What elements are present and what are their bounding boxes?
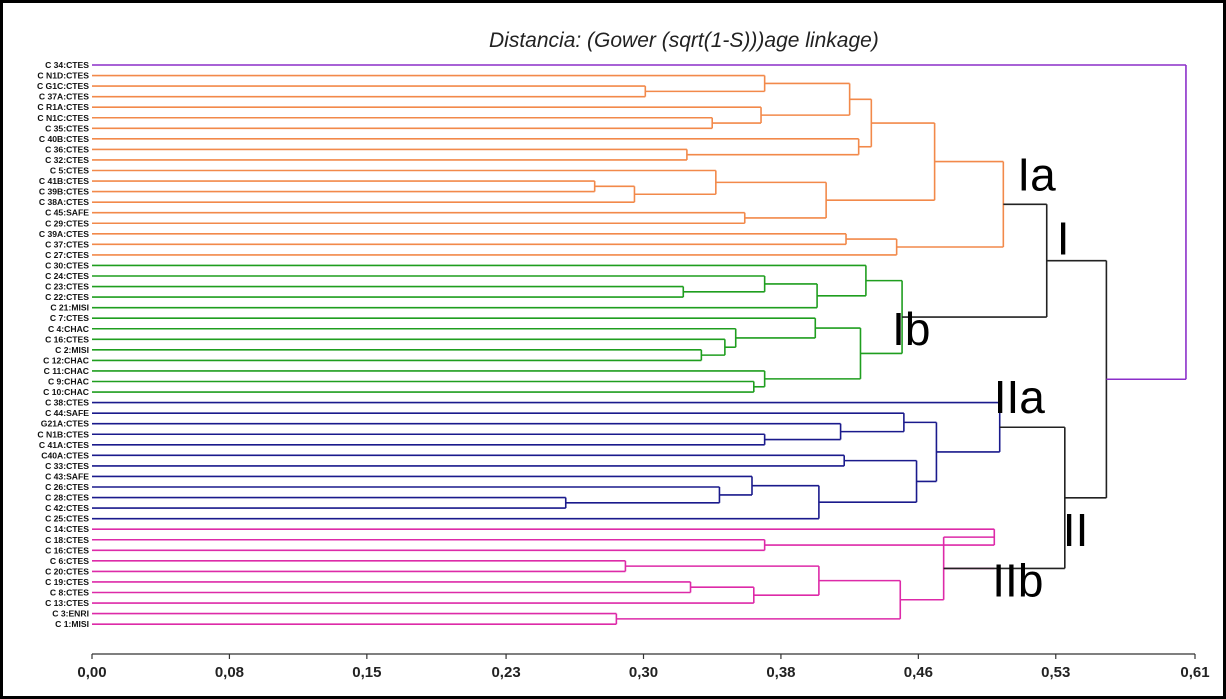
leaf-label: C 20:CTES xyxy=(45,566,89,576)
leaf-label: C N1B:CTES xyxy=(37,429,89,439)
leaf-label: C 7:CTES xyxy=(50,313,89,323)
leaf-label: C 44:SAFE xyxy=(45,408,89,418)
group-label-iib: IIb xyxy=(992,554,1043,606)
x-tick-label: 0,08 xyxy=(215,664,244,681)
x-tick-label: 0,46 xyxy=(904,664,933,681)
chart-title-suffix: )age linkage) xyxy=(757,29,879,52)
leaf-label: C 41A:CTES xyxy=(39,440,89,450)
group-label-iia: IIa xyxy=(994,371,1046,423)
leaf-label: G21A:CTES xyxy=(41,419,89,429)
x-tick-label: 0,15 xyxy=(352,664,381,681)
chart-title: Distancia: (Gower (sqrt(1-S)))age linkag… xyxy=(489,29,879,53)
leaf-label: C 1:MISI xyxy=(55,619,89,629)
leaf-label: C 23:CTES xyxy=(45,282,89,292)
leaf-label: C 18:CTES xyxy=(45,535,89,545)
leaf-label: C N1D:CTES xyxy=(37,71,89,81)
leaf-label: C 22:CTES xyxy=(45,292,89,302)
leaf-label: C 40B:CTES xyxy=(39,134,89,144)
leaf-label: C 33:CTES xyxy=(45,461,89,471)
leaf-label: C 38:CTES xyxy=(45,398,89,408)
leaf-label: C 29:CTES xyxy=(45,218,89,228)
leaf-label: C 37A:CTES xyxy=(39,92,89,102)
leaf-label: C 43:SAFE xyxy=(45,471,89,481)
leaf-label: C 39A:CTES xyxy=(39,229,89,239)
leaf-label: C 27:CTES xyxy=(45,250,89,260)
leaf-label: C 24:CTES xyxy=(45,271,89,281)
leaf-label: C 42:CTES xyxy=(45,503,89,513)
leaf-label: C 4:CHAC xyxy=(48,324,89,334)
leaf-label: C N1C:CTES xyxy=(37,113,89,123)
leaf-label: C 26:CTES xyxy=(45,482,89,492)
leaf-label: C 12:CHAC xyxy=(43,355,89,365)
leaf-label: C R1A:CTES xyxy=(37,102,89,112)
leaf-label: C 34:CTES xyxy=(45,60,89,70)
group-label-ia: Ia xyxy=(1017,148,1056,200)
group-label-ii: II xyxy=(1063,504,1089,556)
leaf-label: C 35:CTES xyxy=(45,123,89,133)
leaf-label: C 10:CHAC xyxy=(43,387,89,397)
x-tick-label: 0,38 xyxy=(766,664,795,681)
leaf-label: C 6:CTES xyxy=(50,556,89,566)
leaf-label: C G1C:CTES xyxy=(37,81,89,91)
leaf-label: C 19:CTES xyxy=(45,577,89,587)
group-label-ib: Ib xyxy=(892,303,930,355)
leaf-label: C 37:CTES xyxy=(45,239,89,249)
x-tick-label: 0,61 xyxy=(1180,664,1209,681)
x-tick-label: 0,30 xyxy=(629,664,658,681)
leaf-label: C 2:MISI xyxy=(55,345,89,355)
x-tick-label: 0,00 xyxy=(77,664,106,681)
leaf-label: C 45:SAFE xyxy=(45,208,89,218)
leaf-label: C 13:CTES xyxy=(45,598,89,608)
leaf-label: C 25:CTES xyxy=(45,514,89,524)
leaf-label: C40A:CTES xyxy=(41,450,89,460)
leaf-label: C 28:CTES xyxy=(45,493,89,503)
leaf-label: C 8:CTES xyxy=(50,588,89,598)
group-label-i: I xyxy=(1057,213,1070,265)
leaf-label: C 36:CTES xyxy=(45,144,89,154)
x-tick-label: 0,53 xyxy=(1041,664,1070,681)
leaf-label: C 32:CTES xyxy=(45,155,89,165)
leaf-label: C 38A:CTES xyxy=(39,197,89,207)
leaf-label: C 41B:CTES xyxy=(39,176,89,186)
leaf-label: C 11:CHAC xyxy=(44,366,89,376)
x-tick-label: 0,23 xyxy=(491,664,520,681)
leaf-label: C 21:MISI xyxy=(50,303,89,313)
leaf-label: C 30:CTES xyxy=(45,260,89,270)
leaf-label: C 3:ENRI xyxy=(52,609,89,619)
leaf-label: C 16:CTES xyxy=(45,334,89,344)
leaf-label: C 39B:CTES xyxy=(39,187,89,197)
chart-title-prefix: Distancia: (Gower (sqrt(1-S)) xyxy=(489,29,758,52)
leaf-label: C 16:CTES xyxy=(45,545,89,555)
leaf-label: C 9:CHAC xyxy=(48,377,89,387)
leaf-label: C 14:CTES xyxy=(45,524,89,534)
leaf-label: C 5:CTES xyxy=(50,166,89,176)
